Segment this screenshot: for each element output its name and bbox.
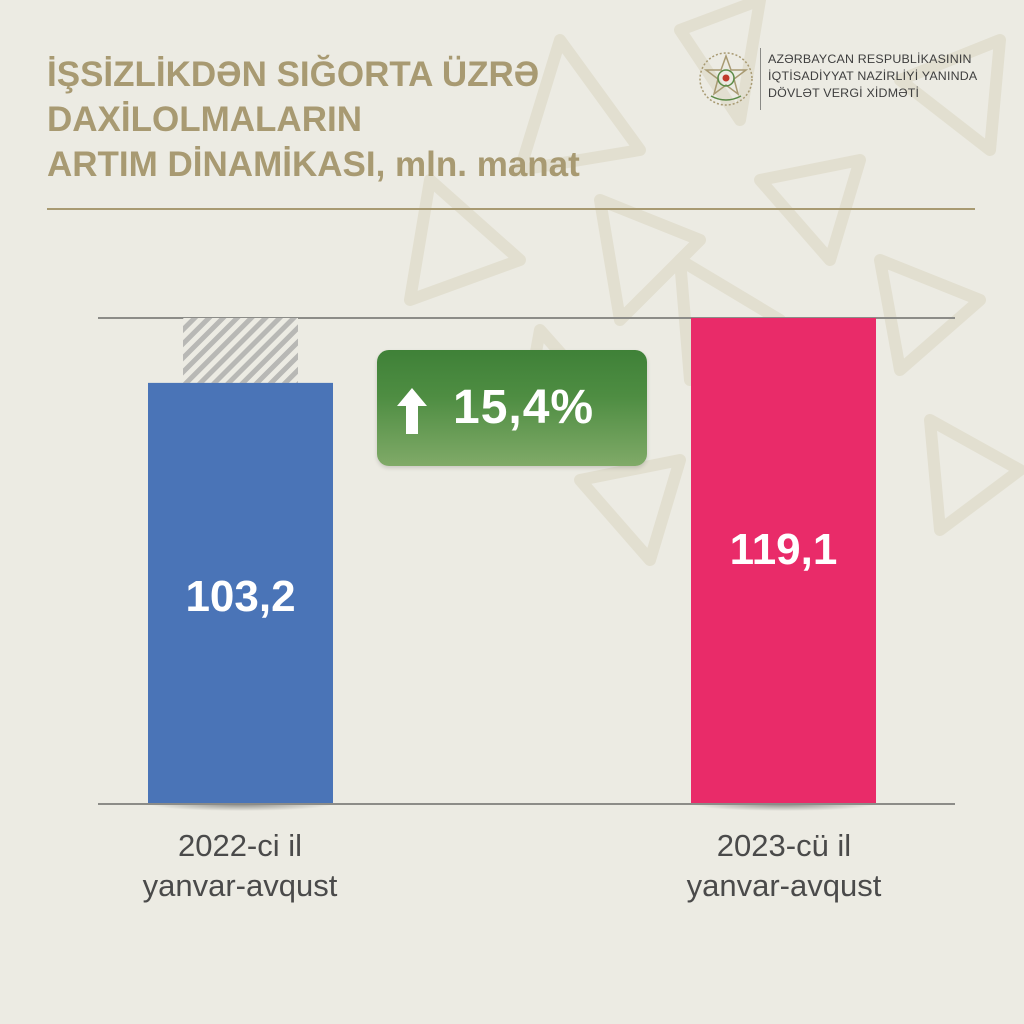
title-line-2: DAXİLOLMALARIN (47, 100, 362, 139)
org-line-2: İQTİSADİYYAT NAZİRLİYİ YANINDA (768, 69, 978, 83)
category-label-2022-line-2: yanvar-avqust (142, 868, 338, 903)
category-label-2023: 2023-cü il yanvar-avqust (634, 826, 934, 906)
category-label-2022-line-1: 2022-ci il (177, 828, 303, 863)
category-label-2023-line-1: 2023-cü il (716, 828, 852, 863)
chart-title: İŞSİZLİKDƏN SIĞORTA ÜZRƏ DAXİLOLMALARIN … (47, 52, 647, 187)
growth-badge: 15,4% (377, 350, 647, 466)
organization-name: AZƏRBAYCAN RESPUBLİKASININ İQTİSADİYYAT … (768, 51, 1008, 102)
arrow-up-icon (397, 388, 427, 434)
state-emblem-logo-icon (699, 52, 753, 106)
title-divider (47, 208, 975, 210)
org-line-3: DÖVLƏT VERGİ XİDMƏTİ (768, 86, 920, 100)
title-unit: mln. manat (395, 145, 580, 184)
title-line-3-text: ARTIM DİNAMİKASI, (47, 145, 386, 184)
title-line-3: ARTIM DİNAMİKASI, mln. manat (47, 142, 647, 187)
category-label-2022: 2022-ci il yanvar-avqust (90, 826, 390, 906)
title-line-1: İŞSİZLİKDƏN SIĞORTA ÜZRƏ (47, 55, 540, 94)
growth-percentage: 15,4% (453, 381, 595, 434)
bar-value-label: 119,1 (730, 525, 838, 574)
bar-2022 (148, 382, 333, 804)
difference-hatch (183, 318, 298, 383)
bar-value-label: 103,2 (185, 572, 295, 621)
org-line-1: AZƏRBAYCAN RESPUBLİKASININ (768, 52, 972, 66)
org-divider (760, 48, 761, 110)
category-label-2023-line-2: yanvar-avqust (686, 868, 882, 903)
bar-2023 (691, 318, 876, 804)
